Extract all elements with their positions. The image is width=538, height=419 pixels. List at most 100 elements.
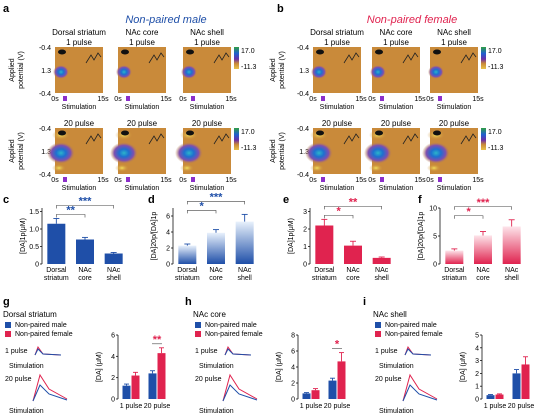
x-tick-label: NAc	[107, 267, 121, 274]
y-tick-label: 3	[475, 358, 479, 365]
dark-spot	[121, 49, 129, 55]
potential-tick: -0.4	[39, 45, 51, 52]
y-tick-label: 0	[166, 262, 170, 269]
cv-inset-trace	[402, 52, 419, 64]
legend-label: Non-paired male	[15, 322, 67, 329]
pulse-label: 20 pulse	[64, 119, 95, 128]
pulse-label: 1 pulse	[441, 38, 467, 47]
oxidation-blob	[53, 65, 69, 79]
group-title-male: Non-paired male	[125, 14, 206, 26]
stimulation-label: Stimulation	[379, 408, 414, 415]
x-tick-label: 20 pulse	[144, 403, 171, 410]
colorbar-tick: 17.0	[488, 129, 502, 136]
x-tick-label: 1 pulse	[300, 403, 323, 410]
stimulation-marker	[191, 96, 195, 101]
colorbar-tick: -11.3	[241, 145, 257, 152]
significance-bracket	[324, 215, 354, 219]
stimulation-marker	[126, 177, 130, 182]
time-tick: 0s	[179, 177, 187, 184]
trace-male	[222, 384, 258, 402]
panel-letter: f	[418, 194, 422, 206]
legend-swatch	[5, 331, 11, 337]
pulse-label: 1 pulse	[324, 38, 350, 47]
time-tick: 15s	[414, 177, 426, 184]
bar	[502, 226, 521, 264]
x-tick-label: striatum	[312, 275, 337, 282]
colorbar-tick: -11.3	[241, 64, 257, 71]
x-tick-label: 20 pulse	[508, 403, 535, 410]
x-tick-label: NAc	[476, 267, 490, 274]
dark-spot	[316, 49, 324, 55]
cv-inset-trace	[460, 52, 477, 64]
x-tick-label: striatum	[175, 275, 200, 282]
axis-ylabel-line2: potential (V)	[279, 51, 286, 89]
potential-tick: -0.4	[39, 172, 51, 179]
y-tick-label: 2	[111, 375, 115, 382]
stimulation-marker	[321, 96, 325, 101]
axis-ylabel-line1: Applied	[270, 139, 277, 162]
oxidation-blob	[370, 65, 386, 79]
potential-tick: -0.4	[39, 126, 51, 133]
dark-spot	[121, 130, 129, 136]
time-tick: 0s	[51, 177, 59, 184]
panel-letter: c	[3, 194, 9, 206]
oxidation-blob	[110, 142, 138, 164]
x-tick-label: core	[476, 275, 490, 282]
y-tick-label: 0.5	[29, 244, 39, 251]
y-tick-label: 6	[166, 214, 170, 221]
legend-swatch	[5, 322, 11, 328]
time-tick: 0s	[426, 177, 434, 184]
panel-letter-b: b	[277, 3, 284, 15]
axis-ylabel-line1: Applied	[270, 58, 277, 81]
colorbar	[481, 128, 486, 150]
axis-ylabel: [DA]20p/[DA]1p	[151, 212, 158, 261]
oxidation-blob	[422, 142, 450, 164]
y-tick-label: 2	[166, 246, 170, 253]
oxidation-blob	[175, 142, 203, 164]
cv-inset-trace	[402, 133, 419, 145]
legend-label: Non-paired female	[385, 331, 443, 338]
x-tick-label: Dorsal	[444, 267, 465, 274]
legend-label: Non-paired male	[385, 322, 437, 329]
stimulation-marker	[321, 177, 325, 182]
x-tick-label: 20 pulse	[324, 403, 351, 410]
potential-tick: -0.4	[297, 172, 309, 179]
colorbar-tick: 17.0	[241, 48, 255, 55]
potential-tick: -0.4	[297, 45, 309, 52]
time-tick: 0s	[368, 177, 376, 184]
potential-tick: 1.3	[41, 68, 51, 75]
significance-bracket	[56, 214, 86, 218]
stimulation-label: Stimulation	[190, 104, 225, 111]
bar	[148, 373, 157, 399]
y-tick-label: 4	[166, 230, 170, 237]
stimulation-label: Stimulation	[125, 185, 160, 192]
cv-inset-trace	[148, 52, 165, 64]
x-tick-label: NAc	[505, 267, 519, 274]
bar	[328, 380, 337, 399]
legend-swatch	[195, 322, 201, 328]
axis-ylabel-line1: Applied	[9, 58, 16, 81]
y-tick-label: 2	[303, 227, 307, 234]
panel-letter-a: a	[3, 3, 10, 15]
stimulation-marker	[191, 177, 195, 182]
legend-swatch	[195, 331, 201, 337]
trace-label: 20 pulse	[5, 376, 32, 383]
x-tick-label: NAc	[78, 267, 92, 274]
axis-ylabel-line2: potential (V)	[18, 51, 25, 89]
legend-label: Non-paired male	[205, 322, 257, 329]
legend-label: Non-paired female	[205, 331, 263, 338]
x-tick-label: NAc	[238, 267, 252, 274]
time-tick: 0s	[114, 177, 122, 184]
y-tick-label: 2	[291, 381, 295, 388]
significance-stars: ***	[210, 191, 224, 203]
stimulation-marker	[438, 177, 442, 182]
y-tick-label: 1	[475, 384, 479, 391]
x-tick-label: shell	[504, 275, 519, 282]
stimulation-label: Stimulation	[379, 185, 414, 192]
y-tick-label: 1.0	[29, 227, 39, 234]
potential-tick: 1.3	[299, 68, 309, 75]
significance-bracket	[187, 210, 217, 214]
stimulation-label: Stimulation	[320, 185, 355, 192]
axis-ylabel: [DA]20p/[DA]1p	[418, 212, 425, 261]
